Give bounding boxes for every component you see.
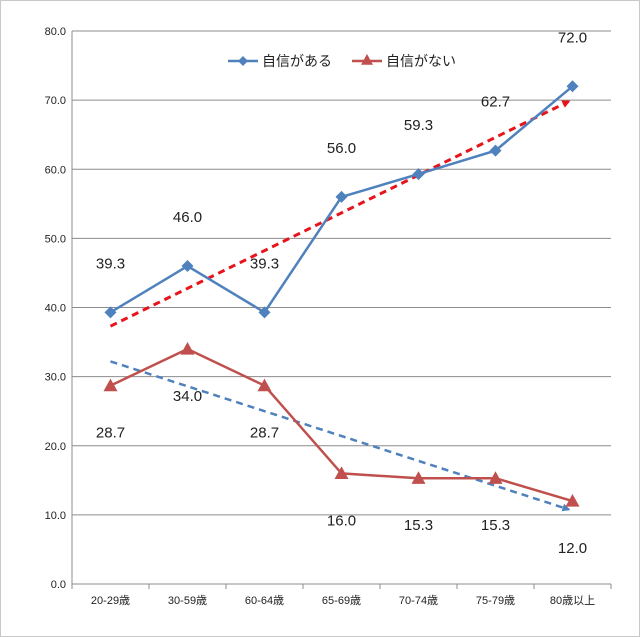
data-label: 72.0 bbox=[558, 29, 587, 46]
legend: 自信がある 自信がない bbox=[228, 53, 456, 69]
y-tick-label: 10.0 bbox=[45, 510, 66, 522]
legend-label: 自信がない bbox=[386, 53, 456, 69]
marker-triangle bbox=[411, 471, 426, 484]
marker-diamond bbox=[489, 144, 502, 157]
y-tick-label: 30.0 bbox=[45, 372, 66, 384]
marker-triangle bbox=[180, 341, 195, 355]
data-label: 39.3 bbox=[96, 255, 125, 272]
x-tick-label: 80歳以上 bbox=[550, 594, 595, 607]
data-label: 12.0 bbox=[558, 540, 587, 557]
x-tick-label: 20-29歳 bbox=[91, 594, 130, 607]
marker-diamond bbox=[181, 260, 194, 273]
data-label: 62.7 bbox=[481, 94, 510, 111]
marker-triangle bbox=[257, 378, 272, 392]
x-tick-label: 65-69歳 bbox=[322, 594, 361, 607]
marker-diamond bbox=[238, 56, 248, 66]
marker-triangle bbox=[334, 466, 349, 479]
data-label: 34.0 bbox=[173, 388, 202, 405]
trendline-not-confident bbox=[110, 360, 571, 512]
x-tick-label: 70-74歳 bbox=[399, 594, 438, 607]
marker-diamond bbox=[335, 190, 348, 203]
y-tick-label: 60.0 bbox=[45, 164, 66, 176]
data-label: 15.3 bbox=[404, 517, 433, 534]
marker-triangle bbox=[361, 54, 373, 65]
data-label: 16.0 bbox=[327, 512, 356, 529]
x-tick-label: 75-79歳 bbox=[476, 594, 515, 607]
marker-triangle bbox=[488, 471, 503, 484]
data-label: 28.7 bbox=[96, 425, 125, 442]
data-label: 46.0 bbox=[173, 209, 202, 226]
marker-triangle bbox=[103, 378, 118, 392]
data-label: 56.0 bbox=[327, 140, 356, 157]
y-tick-label: 80.0 bbox=[45, 26, 66, 38]
y-tick-label: 0.0 bbox=[51, 579, 66, 591]
trendlines bbox=[109, 100, 571, 512]
data-label: 28.7 bbox=[250, 425, 279, 442]
y-tick-label: 40.0 bbox=[45, 303, 66, 315]
legend-item-confident: 自信がある bbox=[228, 53, 332, 69]
data-label: 59.3 bbox=[404, 117, 433, 134]
y-tick-label: 70.0 bbox=[45, 95, 66, 107]
data-label: 39.3 bbox=[250, 255, 279, 272]
marker-diamond bbox=[412, 168, 425, 181]
marker-diamond bbox=[258, 306, 271, 319]
axes: 0.0 10.0 20.0 30.0 40.0 50.0 60.0 70.0 80.0 20-29… bbox=[45, 26, 612, 607]
x-tick-label: 60-64歳 bbox=[245, 594, 284, 607]
legend-item-not-confident: 自信がない bbox=[352, 53, 456, 69]
y-tick-label: 20.0 bbox=[45, 441, 66, 453]
series bbox=[103, 80, 580, 507]
data-label: 15.3 bbox=[481, 517, 510, 534]
legend-label: 自信がある bbox=[262, 53, 332, 69]
x-tick-label: 30-59歳 bbox=[168, 594, 207, 607]
y-tick-label: 50.0 bbox=[45, 233, 66, 245]
data-labels: 39.3 46.0 39.3 56.0 59.3 62.7 72.0 28.7 34.0 28.7… bbox=[96, 29, 587, 557]
trendline-confident bbox=[109, 100, 571, 328]
marker-triangle bbox=[565, 494, 580, 507]
grid bbox=[72, 30, 611, 516]
marker-diamond bbox=[566, 80, 579, 93]
marker-diamond bbox=[104, 306, 117, 319]
